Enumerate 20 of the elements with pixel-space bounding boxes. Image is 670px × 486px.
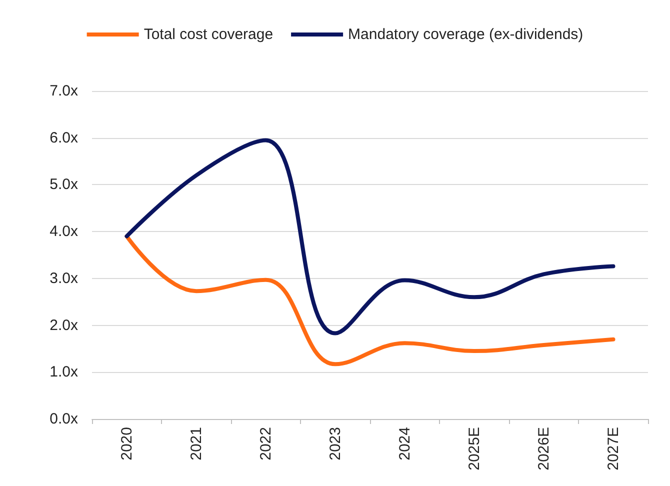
legend-label: Total cost coverage [144,26,274,43]
y-tick-label: 5.0x [50,176,78,194]
x-tick-label: 2022 [257,427,274,460]
legend-label: Mandatory coverage (ex-dividends) [348,26,584,43]
x-tick-label: 2024 [396,427,414,460]
x-tick-label: 2020 [118,427,136,460]
line-series [124,234,616,366]
x-tick-label: 2023 [326,427,344,460]
y-tick-label: 0.0x [50,410,78,428]
y-tick-label: 2.0x [50,316,78,334]
y-tick-label: 1.0x [50,364,78,381]
x-tick-label: 2027E [604,427,622,470]
line-series [124,138,616,336]
x-tick-label: 2026E [535,427,552,470]
y-tick-label: 4.0x [50,223,78,240]
y-tick-label: 3.0x [50,270,78,287]
y-tick-label: 7.0x [50,82,78,100]
x-tick-label: 2021 [188,427,205,460]
x-tick-label: 2025E [466,427,483,470]
y-tick-label: 6.0x [50,129,78,146]
